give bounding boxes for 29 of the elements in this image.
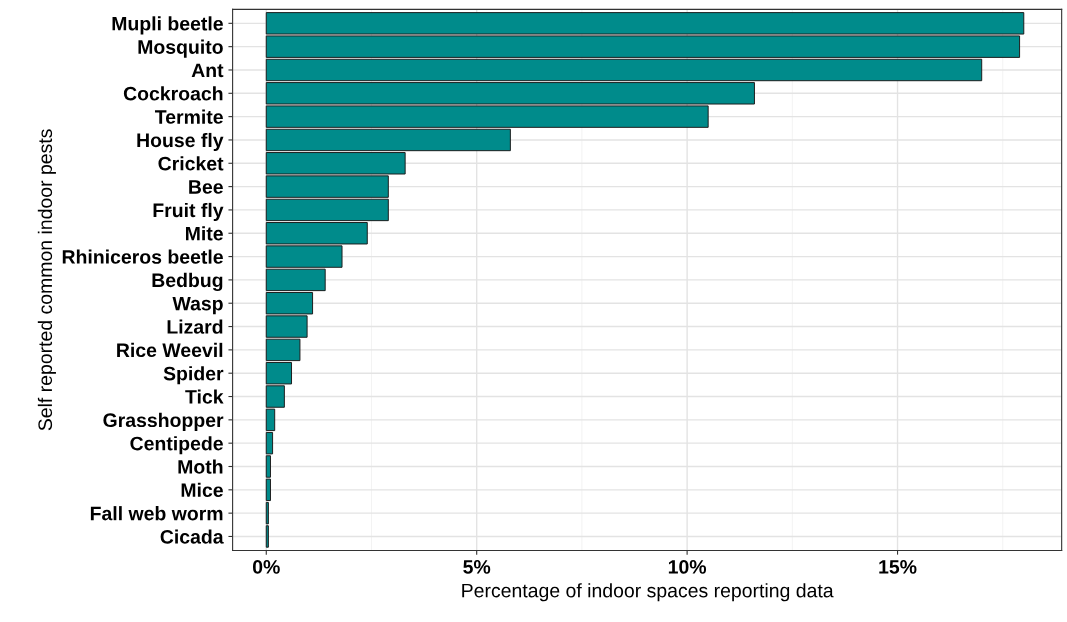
y-tick-label: Spider <box>163 366 224 385</box>
y-tick-label: Mupli beetle <box>112 16 223 35</box>
y-tick-label: Grasshopper <box>103 412 224 431</box>
y-tick-label: Rice Weevil <box>117 342 223 358</box>
y-tick-label: Bedbug <box>152 272 223 292</box>
y-tick-label: Centipede <box>130 436 223 455</box>
y-tick-label: Wasp <box>172 296 223 315</box>
y-tick-label: Mice <box>181 482 223 498</box>
y-tick-label: Cricket <box>158 156 224 171</box>
y-tick-label: House fly <box>137 132 224 152</box>
y-tick-label: Lizard <box>167 319 223 334</box>
y-tick-label: Ant <box>191 63 224 78</box>
y-axis-title: Self reported common indoor pests <box>37 129 56 431</box>
x-tick-label: 0% <box>252 560 280 574</box>
y-tick-label: Fruit fly <box>153 202 224 222</box>
y-tick-label: Fall web worm <box>90 506 223 521</box>
y-tick-label: Cockroach <box>123 86 223 101</box>
x-tick-label: 10% <box>668 560 707 574</box>
y-tick-label: Mosquito <box>138 39 223 58</box>
x-tick-label: 15% <box>879 560 917 574</box>
y-tick-label: Termite <box>154 109 223 124</box>
y-tick-label: Cicada <box>160 529 224 544</box>
x-axis-title: Percentage of indoor spaces reporting data <box>462 583 834 602</box>
y-tick-label: Mite <box>185 226 223 241</box>
y-tick-label: Bee <box>189 180 223 194</box>
y-tick-label: Rhiniceros beetle <box>62 249 223 264</box>
y-tick-label: Moth <box>178 459 223 474</box>
x-tick-label: 5% <box>463 560 491 574</box>
y-tick-label: Tick <box>185 389 224 404</box>
